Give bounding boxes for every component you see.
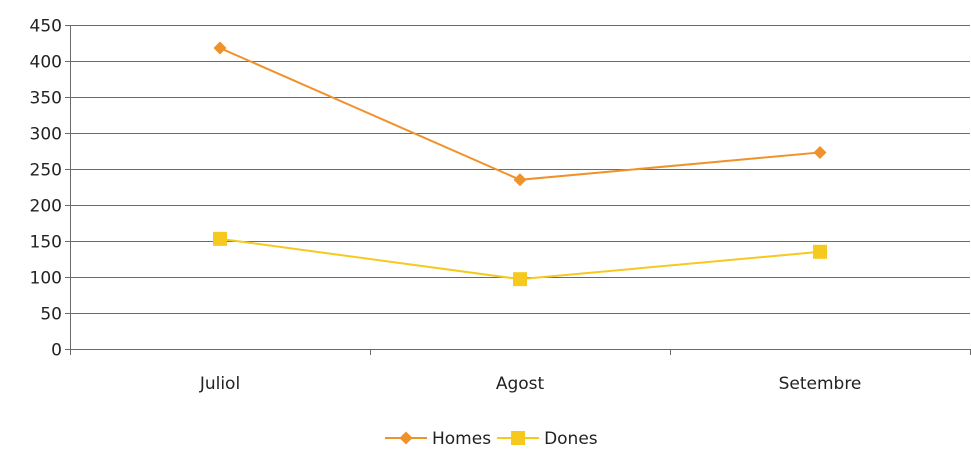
legend-label-dones: Dones <box>544 429 598 449</box>
y-tick-label: 300 <box>30 125 62 145</box>
data-point-dones <box>813 244 827 259</box>
y-tick-label: 400 <box>30 53 62 73</box>
gridlines <box>70 25 970 314</box>
y-tick-label: 0 <box>51 341 62 361</box>
legend-marker-dones <box>511 431 526 445</box>
y-tick-label: 150 <box>30 233 62 253</box>
x-tick-label: Setembre <box>779 374 862 394</box>
data-point-dones <box>213 231 227 246</box>
legend-label-homes: Homes <box>432 429 491 449</box>
legend: Homes Dones <box>385 429 598 449</box>
legend-marker-homes <box>399 431 413 445</box>
series-line-homes <box>219 47 821 181</box>
data-point-dones <box>513 272 527 287</box>
axes: 0 50 100 150 200 250 300 350 400 450 Juliol Agost Se… <box>30 17 971 394</box>
x-tick-label: Juliol <box>199 374 240 394</box>
data-point-homes <box>513 173 527 187</box>
y-tick-label: 250 <box>30 161 62 181</box>
x-tick-label: Agost <box>496 374 545 394</box>
y-tick-label: 200 <box>30 197 62 217</box>
y-tick-label: 100 <box>30 269 62 289</box>
series-layer <box>213 41 827 287</box>
data-point-homes <box>813 145 827 159</box>
y-tick-label: 450 <box>30 17 62 37</box>
data-point-homes <box>213 41 227 55</box>
y-tick-label: 50 <box>40 305 62 325</box>
y-tick-label: 350 <box>30 89 62 109</box>
